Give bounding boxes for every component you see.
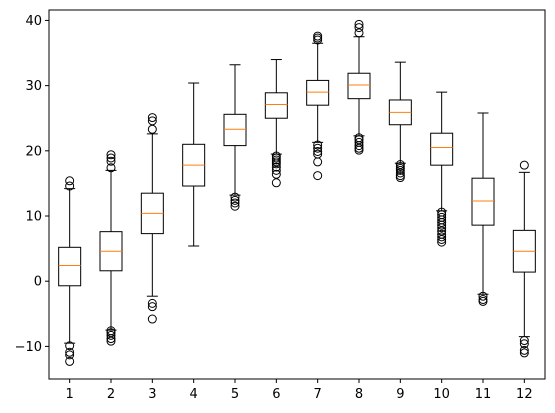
- outlier-point: [271, 178, 281, 188]
- x-tick-label: 2: [107, 387, 115, 402]
- box-iqr: [58, 246, 82, 287]
- outlier-point: [519, 336, 529, 346]
- axes-frame: [48, 9, 546, 380]
- box-iqr: [347, 72, 371, 100]
- y-axis: −10 0 10 20 30 40: [15, 14, 49, 355]
- outlier-point: [271, 165, 281, 175]
- y-tick-label: 40: [25, 14, 42, 29]
- box-group-8: [347, 19, 371, 155]
- outlier-point: [271, 159, 281, 169]
- x-tick-label: 12: [516, 387, 533, 402]
- y-tick-label: 30: [25, 79, 42, 94]
- box-group-5: [223, 64, 247, 211]
- outlier-point: [313, 143, 323, 153]
- outlier-point: [354, 141, 364, 151]
- outlier-point: [147, 314, 157, 324]
- x-tick-label: 3: [148, 387, 156, 402]
- x-tick-label: 7: [314, 387, 322, 402]
- outlier-point: [65, 356, 75, 366]
- outlier-point: [313, 140, 323, 150]
- outlier-point: [147, 124, 157, 134]
- outlier-point: [519, 345, 529, 355]
- box-group-9: [388, 61, 412, 183]
- box-iqr: [471, 177, 495, 226]
- outlier-point: [65, 341, 75, 351]
- outlier-point: [313, 157, 323, 167]
- x-tick-label: 5: [231, 387, 239, 402]
- outlier-point: [147, 302, 157, 312]
- outlier-point: [437, 232, 447, 242]
- x-tick-label: 8: [355, 387, 363, 402]
- x-tick-label: 6: [272, 387, 280, 402]
- box-group-12: [512, 160, 536, 358]
- outlier-point: [354, 145, 364, 155]
- box-group-11: [471, 112, 495, 306]
- y-tick-label: −10: [15, 340, 42, 355]
- y-tick-label: 0: [34, 275, 42, 290]
- y-tick-label: 10: [25, 210, 42, 225]
- box-iqr: [306, 79, 330, 106]
- outlier-point: [313, 171, 323, 181]
- outlier-point: [354, 28, 364, 38]
- box-group-6: [264, 59, 288, 188]
- x-tick-label: 10: [433, 387, 450, 402]
- box-iqr: [223, 113, 247, 147]
- outlier-point: [519, 339, 529, 349]
- outlier-point: [519, 160, 529, 170]
- outlier-point: [65, 347, 75, 357]
- outlier-point: [437, 223, 447, 233]
- plot-area: [58, 19, 536, 366]
- outlier-point: [271, 162, 281, 172]
- outlier-point: [65, 350, 75, 360]
- outlier-point: [395, 165, 405, 175]
- outlier-point: [106, 163, 116, 173]
- box-group-2: [99, 150, 123, 346]
- y-tick-label: 20: [25, 144, 42, 159]
- box-group-1: [58, 176, 82, 366]
- x-tick-label: 9: [396, 387, 404, 402]
- outlier-point: [106, 334, 116, 344]
- box-group-10: [430, 91, 454, 247]
- outlier-point: [519, 348, 529, 358]
- box-group-7: [306, 31, 330, 181]
- outlier-point: [106, 336, 116, 346]
- x-axis: 1 2 3 4 5 6 7 8 9 10 11 12: [66, 379, 533, 402]
- outlier-point: [230, 192, 240, 202]
- outlier-point: [478, 291, 488, 301]
- outlier-point: [106, 156, 116, 166]
- box-iqr: [430, 132, 454, 166]
- box-iqr: [264, 92, 288, 119]
- outlier-point: [478, 296, 488, 306]
- outlier-point: [106, 150, 116, 160]
- outlier-point: [106, 153, 116, 163]
- x-tick-label: 1: [66, 387, 74, 402]
- outlier-point: [395, 168, 405, 178]
- outlier-point: [106, 330, 116, 340]
- outlier-point: [65, 181, 75, 191]
- x-tick-label: 11: [475, 387, 492, 402]
- outlier-point: [147, 298, 157, 308]
- outlier-point: [437, 220, 447, 230]
- outlier-point: [230, 201, 240, 211]
- box-group-3: [140, 113, 164, 324]
- box-group-4: [182, 82, 206, 247]
- outlier-point: [65, 176, 75, 186]
- outlier-point: [147, 113, 157, 123]
- outlier-point: [230, 195, 240, 205]
- outlier-point: [395, 173, 405, 183]
- x-tick-label: 4: [190, 387, 198, 402]
- outlier-point: [313, 35, 323, 45]
- outlier-point: [354, 23, 364, 33]
- outlier-point: [230, 198, 240, 208]
- outlier-point: [313, 146, 323, 156]
- outlier-point: [437, 237, 447, 247]
- outlier-point: [437, 234, 447, 244]
